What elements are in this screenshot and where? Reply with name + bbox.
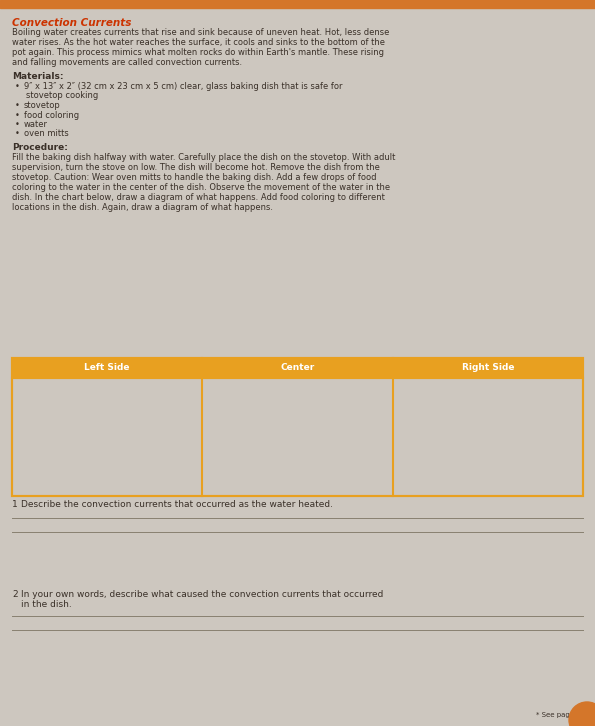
Text: * See page ii.: * See page ii. <box>537 712 583 718</box>
Bar <box>12 358 583 378</box>
Text: Left Side: Left Side <box>84 364 130 372</box>
Text: •: • <box>15 120 20 129</box>
Text: Describe the convection currents that occurred as the water heated.: Describe the convection currents that oc… <box>21 500 333 509</box>
Text: stovetop: stovetop <box>24 101 61 110</box>
Text: 2: 2 <box>12 590 18 599</box>
Text: Center: Center <box>280 364 315 372</box>
Text: Right Side: Right Side <box>462 364 514 372</box>
Text: •: • <box>15 101 20 110</box>
Text: stovetop cooking: stovetop cooking <box>26 91 98 100</box>
Text: coloring to the water in the center of the dish. Observe the movement of the wat: coloring to the water in the center of t… <box>12 183 390 192</box>
Text: supervision, turn the stove on low. The dish will become hot. Remove the dish fr: supervision, turn the stove on low. The … <box>12 163 380 172</box>
Text: and falling movements are called convection currents.: and falling movements are called convect… <box>12 58 242 67</box>
Text: In your own words, describe what caused the convection currents that occurred: In your own words, describe what caused … <box>21 590 383 599</box>
Bar <box>0 0 595 8</box>
Bar <box>12 378 583 496</box>
Text: Materials:: Materials: <box>12 72 64 81</box>
Bar <box>12 358 583 496</box>
Text: 1: 1 <box>12 500 18 509</box>
Text: in the dish.: in the dish. <box>21 600 72 609</box>
Text: 9″ x 13″ x 2″ (32 cm x 23 cm x 5 cm) clear, glass baking dish that is safe for: 9″ x 13″ x 2″ (32 cm x 23 cm x 5 cm) cle… <box>24 82 343 91</box>
Text: •: • <box>15 82 20 91</box>
Text: water: water <box>24 120 48 129</box>
Text: food coloring: food coloring <box>24 110 79 120</box>
Text: stovetop. Caution: Wear oven mitts to handle the baking dish. Add a few drops of: stovetop. Caution: Wear oven mitts to ha… <box>12 173 377 182</box>
Text: Boiling water creates currents that rise and sink because of uneven heat. Hot, l: Boiling water creates currents that rise… <box>12 28 389 37</box>
Text: •: • <box>15 129 20 139</box>
Text: Fill the baking dish halfway with water. Carefully place the dish on the stoveto: Fill the baking dish halfway with water.… <box>12 153 395 162</box>
Text: •: • <box>15 110 20 120</box>
Text: locations in the dish. Again, draw a diagram of what happens.: locations in the dish. Again, draw a dia… <box>12 203 273 212</box>
Text: Procedure:: Procedure: <box>12 143 68 152</box>
Text: water rises. As the hot water reaches the surface, it cools and sinks to the bot: water rises. As the hot water reaches th… <box>12 38 385 47</box>
Circle shape <box>569 702 595 726</box>
Text: pot again. This process mimics what molten rocks do within Earth's mantle. These: pot again. This process mimics what molt… <box>12 48 384 57</box>
Text: dish. In the chart below, draw a diagram of what happens. Add food coloring to d: dish. In the chart below, draw a diagram… <box>12 193 385 202</box>
Text: oven mitts: oven mitts <box>24 129 69 139</box>
Text: Convection Currents: Convection Currents <box>12 18 131 28</box>
